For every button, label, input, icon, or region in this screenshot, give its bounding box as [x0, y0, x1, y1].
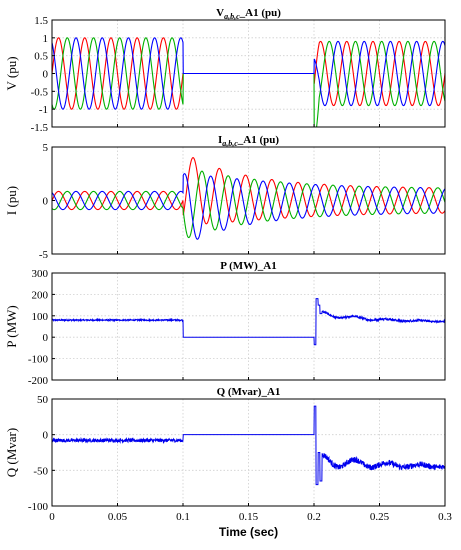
y-tick-label: 300 — [32, 268, 49, 280]
y-axis-label: I (pu) — [4, 186, 19, 215]
y-tick-label: 0 — [43, 69, 49, 81]
y-tick-label: -100 — [28, 354, 49, 366]
chart-title: P (MW)_A1 — [220, 260, 277, 272]
panel-4: -100 -50 0 50 0 0.05 0.1 0.15 0.2 0.25 0.3 Q (Mvar)… — [4, 386, 452, 539]
chart-title: Q (Mvar)_A1 — [217, 386, 281, 398]
x-tick-label: 0.15 — [239, 511, 259, 523]
y-tick-label: -0.5 — [31, 86, 49, 98]
y-tick-label: -5 — [39, 249, 49, 261]
y-axis-label: V (pu) — [4, 56, 19, 90]
x-tick-label: 0 — [49, 511, 55, 523]
x-tick-label: 0.25 — [370, 511, 390, 523]
y-tick-label: -100 — [28, 501, 49, 513]
panel-3: -200 -100 0 100 200 300 P (MW) P (MW)_A1 — [4, 260, 446, 387]
series-group — [52, 298, 445, 346]
y-tick-label: 50 — [37, 394, 49, 406]
x-axis-label: Time (sec) — [219, 525, 278, 539]
panel-2: -5 0 5 I (pu) Ia,b,c_A1 (pu) — [4, 134, 446, 261]
x-tick-label: 0.05 — [108, 511, 128, 523]
y-tick-label: 0 — [43, 196, 49, 208]
y-tick-label: 100 — [32, 311, 49, 323]
series-group — [52, 37, 445, 127]
y-tick-label: 5 — [43, 142, 49, 154]
y-tick-label: 0 — [43, 430, 49, 442]
x-tick-label: 0.1 — [176, 511, 190, 523]
y-tick-label: -50 — [33, 465, 48, 477]
power-line — [52, 298, 445, 346]
panel-1: -1.5 -1 -0.5 0 0.5 1 1.5 V (pu) Va,b,c_A1 (pu) — [4, 7, 446, 134]
y-axis-label: P (MW) — [4, 305, 19, 348]
y-tick-label: 1.5 — [34, 15, 48, 27]
series-group — [52, 157, 445, 240]
current-line-1 — [52, 157, 445, 225]
y-tick-label: -200 — [28, 375, 49, 387]
current-line-2 — [52, 170, 445, 239]
x-tick-label: 0.3 — [438, 511, 452, 523]
y-tick-label: 1 — [43, 33, 49, 45]
series-group — [52, 405, 445, 486]
x-tick-label: 0.2 — [307, 511, 321, 523]
y-tick-label: -1.5 — [31, 122, 49, 134]
y-axis-label: Q (Mvar) — [4, 428, 19, 477]
y-tick-label: 200 — [32, 289, 49, 301]
reactive-power-line — [52, 405, 445, 486]
chart-title: Ia,b,c_A1 (pu) — [218, 134, 279, 148]
y-tick-label: 0.5 — [34, 51, 48, 63]
chart-title: Va,b,c_A1 (pu) — [216, 7, 281, 21]
current-line-3 — [52, 173, 445, 240]
voltage-line-3 — [52, 37, 445, 110]
y-tick-label: -1 — [39, 104, 48, 116]
y-tick-label: 0 — [43, 332, 49, 344]
